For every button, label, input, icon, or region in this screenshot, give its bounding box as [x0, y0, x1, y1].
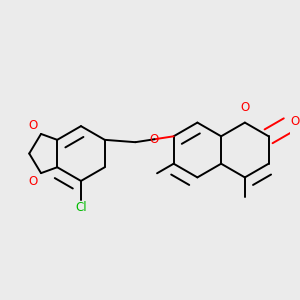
Text: O: O: [290, 115, 299, 128]
Text: O: O: [150, 133, 159, 146]
Text: O: O: [28, 119, 38, 133]
Text: O: O: [240, 101, 250, 114]
Text: Cl: Cl: [75, 201, 87, 214]
Text: O: O: [28, 175, 38, 188]
